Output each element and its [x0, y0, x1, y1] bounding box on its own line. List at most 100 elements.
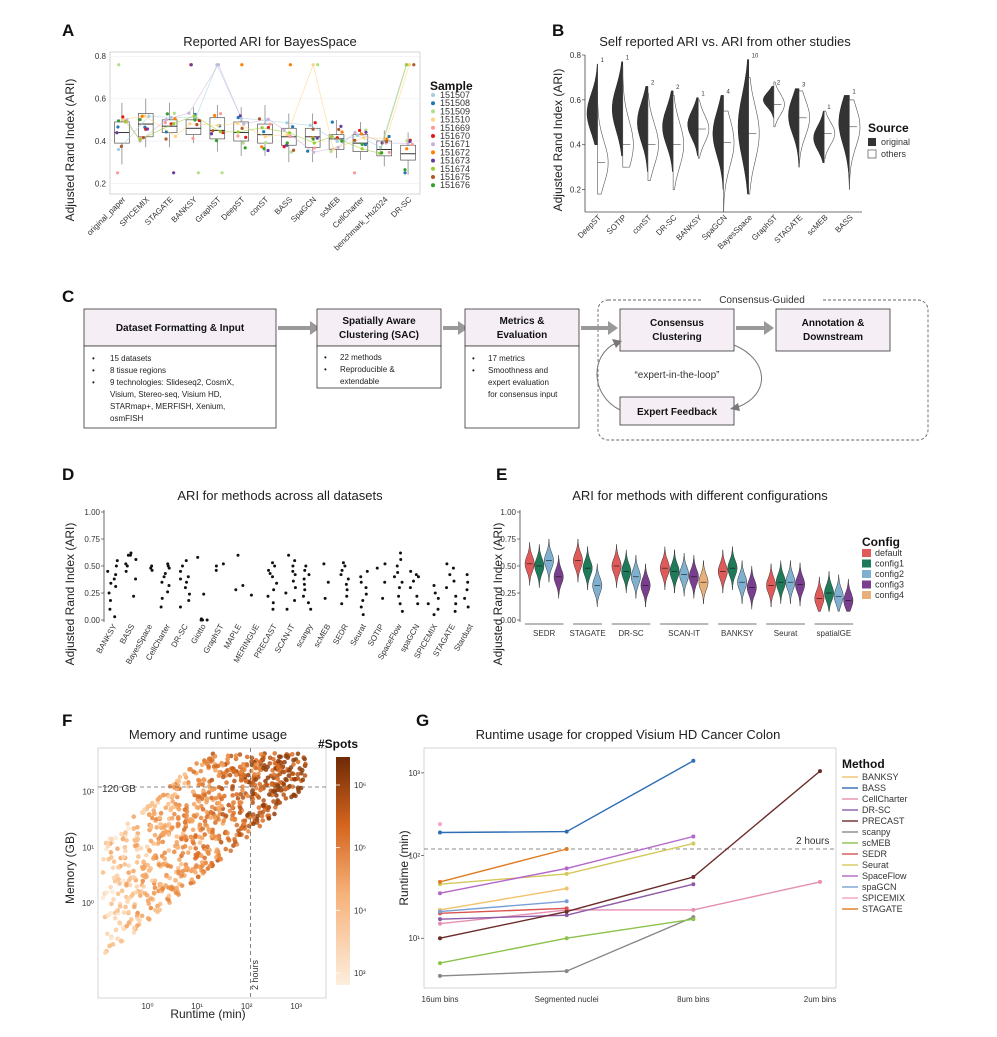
spot-point	[166, 897, 171, 903]
violin-spatialGE-config2	[833, 574, 844, 612]
spot-point	[146, 812, 152, 818]
panel-a-xlabels: original_paperSPICEMIXSTAGATEBANKSYGraph…	[85, 195, 414, 253]
sample-point	[340, 130, 344, 134]
spot-point	[180, 850, 186, 856]
spot-point	[220, 762, 225, 768]
sample-point	[266, 117, 270, 121]
legend-label: CellCharter	[862, 794, 908, 804]
spot-point	[217, 792, 222, 798]
spot-point	[237, 832, 242, 838]
data-point	[270, 575, 274, 579]
spot-point	[166, 821, 172, 827]
spot-point	[183, 862, 189, 867]
y-tick-label: 0.4	[570, 141, 582, 150]
legend-swatch	[431, 158, 435, 163]
x-tick-label: BASS	[118, 623, 136, 646]
x-tick-label: BANKSY	[674, 213, 704, 243]
spot-point	[188, 845, 193, 851]
spot-point	[115, 908, 120, 913]
panel-a-legend-title: Sample	[430, 79, 473, 93]
violin-others-BASS	[849, 99, 861, 186]
spot-point	[189, 868, 194, 874]
panel-c-label: C	[62, 287, 74, 306]
data-point	[359, 580, 363, 584]
violin-count: 2	[676, 85, 680, 91]
sample-point	[330, 120, 334, 124]
legend-label: BANKSY	[862, 772, 899, 782]
spot-point	[213, 767, 218, 773]
data-point	[113, 615, 117, 619]
spot-point	[223, 846, 229, 852]
y-tick-label: 0.4	[95, 137, 107, 146]
spot-point	[112, 915, 118, 921]
x-tick-label: DR-SC	[654, 213, 678, 237]
spot-point	[202, 855, 207, 861]
spot-point	[197, 840, 203, 845]
spot-point	[230, 801, 236, 806]
data-point	[397, 586, 401, 590]
panel-g-frame	[423, 747, 837, 989]
series-line-SEDR	[439, 907, 567, 914]
spot-point	[121, 878, 126, 884]
legend-label: BASS	[862, 783, 886, 793]
spot-point	[257, 810, 262, 816]
spot-point	[230, 813, 235, 818]
panel-d-title: ARI for methods across all datasets	[177, 488, 383, 503]
data-point	[303, 588, 307, 592]
data-point	[167, 583, 171, 587]
spot-point	[147, 848, 153, 854]
spot-point	[246, 772, 251, 778]
spot-point	[225, 753, 231, 759]
metrics-bullet-2b: expert evaluation	[488, 378, 549, 387]
data-point	[106, 569, 110, 573]
spot-point	[131, 826, 137, 831]
loop-arrowhead-down	[730, 403, 740, 411]
data-point	[322, 562, 326, 566]
spot-point	[227, 808, 233, 814]
spot-point	[203, 860, 208, 865]
spot-point	[110, 942, 116, 947]
spot-point	[289, 752, 295, 757]
panel-a-label: A	[62, 21, 74, 40]
spot-point	[208, 815, 213, 820]
spot-point	[269, 782, 274, 787]
data-point	[185, 580, 189, 584]
format-bullet-3: 9 technologies: Slideseq2, CosmX,	[110, 378, 234, 387]
spot-point	[135, 837, 141, 842]
data-point	[463, 596, 467, 600]
spot-point	[283, 776, 288, 782]
spot-point	[297, 766, 303, 771]
data-point	[359, 575, 363, 579]
series-point-CellCharter	[438, 921, 442, 926]
legend-swatch	[431, 101, 435, 106]
panel-f-title: Memory and runtime usage	[129, 727, 287, 742]
spot-point	[199, 860, 205, 865]
spot-point	[195, 794, 201, 799]
spot-point	[242, 767, 247, 773]
spot-point	[123, 830, 128, 835]
data-point	[214, 564, 218, 568]
violin-original-DR-SC	[662, 90, 674, 172]
sample-point	[404, 63, 409, 67]
box-annotation-title-2: Downstream	[803, 332, 863, 343]
sample-point	[353, 138, 357, 142]
data-point	[345, 588, 349, 592]
panel-f: F Memory and runtime usage Memory (GB) R…	[62, 711, 367, 1021]
spot-point	[174, 885, 179, 891]
spot-point	[171, 849, 177, 855]
sample-point	[306, 149, 310, 153]
series-point-BASS	[564, 829, 569, 834]
violin-original-SOTIP	[611, 61, 624, 157]
sample-point	[329, 149, 333, 154]
y-tick-label: 0.50	[500, 562, 516, 571]
data-point	[285, 607, 289, 611]
spot-point	[205, 844, 210, 849]
sample-point	[124, 120, 128, 124]
spot-point	[236, 828, 241, 834]
sample-point	[220, 171, 224, 175]
y-tick-label: 0.6	[570, 96, 582, 105]
series-point-Seurat	[691, 841, 696, 846]
x-tick-label: DR-SC	[169, 622, 190, 649]
series-point-scanpy	[564, 969, 569, 974]
violin-others-SOTIP	[622, 65, 634, 168]
